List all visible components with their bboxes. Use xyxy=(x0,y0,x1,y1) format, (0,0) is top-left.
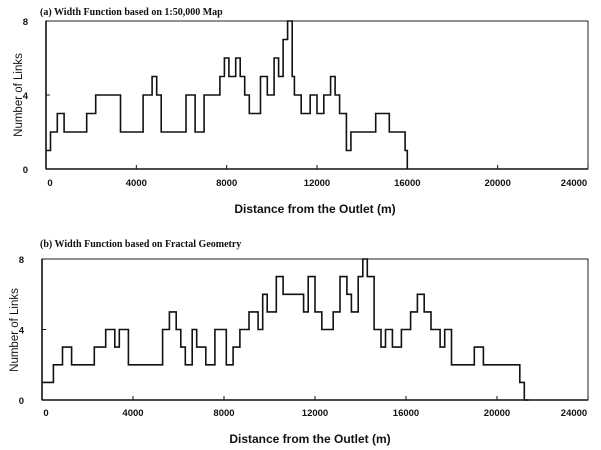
chart-b-x-tick-label: 20000 xyxy=(484,408,510,419)
chart-b-y-tick-label: 8 xyxy=(19,255,24,266)
chart-a-x-tick-label: 0 xyxy=(47,178,52,189)
chart-b-x-tick-label: 24000 xyxy=(561,408,587,419)
chart-b-series-line xyxy=(42,258,529,401)
chart-b-title: (b) Width Function based on Fractal Geom… xyxy=(40,239,241,250)
chart-a-title: (a) Width Function based on 1:50,000 Map xyxy=(40,7,223,18)
chart-b-x-tick-label: 4000 xyxy=(122,408,143,419)
chart-a-series-line xyxy=(46,20,409,169)
chart-b: (b) Width Function based on Fractal Geom… xyxy=(9,239,589,446)
chart-a: (a) Width Function based on 1:50,000 Map… xyxy=(13,7,589,216)
chart-b-x-tick-label: 12000 xyxy=(302,408,328,419)
chart-b-y-tick-label: 0 xyxy=(19,396,24,407)
chart-a-y-tick-label: 4 xyxy=(23,91,29,102)
chart-a-y-tick-label: 8 xyxy=(23,17,28,28)
chart-a-y-tick-label: 0 xyxy=(23,165,28,176)
chart-a-x-tick-label: 12000 xyxy=(304,178,330,189)
chart-b-x-tick-label: 16000 xyxy=(393,408,419,419)
chart-a-x-tick-label: 24000 xyxy=(561,178,587,189)
chart-b-x-label: Distance from the Outlet (m) xyxy=(229,432,390,446)
chart-a-x-tick-label: 20000 xyxy=(484,178,510,189)
chart-b-y-tick-label: 4 xyxy=(19,326,25,337)
chart-a-x-tick-label: 8000 xyxy=(216,178,237,189)
chart-b-x-tick-label: 0 xyxy=(43,408,48,419)
chart-b-ticks: 0 4000 8000 12000 16000 20000 24000 0 4 8 xyxy=(19,255,589,419)
chart-b-x-tick-label: 8000 xyxy=(213,408,234,419)
chart-a-x-tick-label: 4000 xyxy=(126,178,147,189)
chart-a-x-label: Distance from the Outlet (m) xyxy=(234,202,395,216)
chart-a-ticks: 0 4000 8000 12000 16000 20000 24000 0 4 8 xyxy=(23,17,589,189)
chart-a-x-tick-label: 16000 xyxy=(394,178,420,189)
chart-b-y-label: Number of Links xyxy=(9,288,21,372)
chart-a-y-label: Number of Links xyxy=(13,53,25,137)
